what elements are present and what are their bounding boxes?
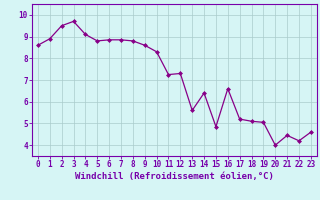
X-axis label: Windchill (Refroidissement éolien,°C): Windchill (Refroidissement éolien,°C) (75, 172, 274, 181)
